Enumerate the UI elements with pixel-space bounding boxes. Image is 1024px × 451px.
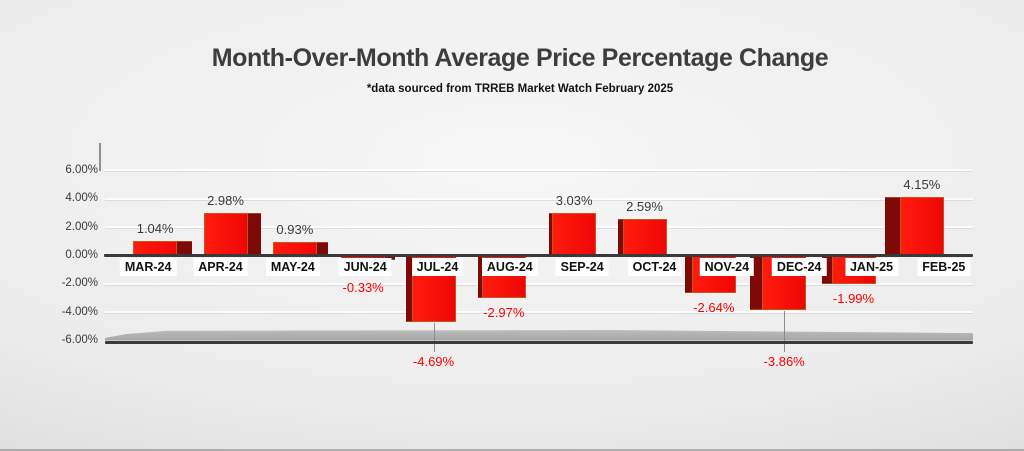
category-label-JUN-24: JUN-24 bbox=[338, 258, 392, 276]
leader-line-JUL-24 bbox=[433, 322, 435, 352]
value-label-JAN-25: -1.99% bbox=[832, 290, 875, 306]
y-axis-tick-label: 0.00% bbox=[65, 249, 98, 261]
y-axis-tick-label: -6.00% bbox=[61, 334, 98, 347]
category-label-JUL-24: JUL-24 bbox=[411, 258, 464, 276]
value-label-AUG-24: -2.97% bbox=[483, 304, 525, 320]
category-label-DEC-24: DEC-24 bbox=[771, 258, 827, 276]
y-axis-tick-label: 2.00% bbox=[65, 220, 98, 233]
value-label-SEP-24: 3.03% bbox=[555, 192, 593, 208]
value-label-APR-24: 2.98% bbox=[207, 193, 244, 209]
category-label-MAY-24: MAY-24 bbox=[265, 258, 320, 276]
bar-side-APR-24 bbox=[247, 213, 261, 256]
value-label-DEC-24: -3.86% bbox=[763, 354, 805, 369]
category-label-FEB-25: FEB-25 bbox=[917, 258, 971, 276]
bar-side-NOV-24 bbox=[684, 255, 692, 293]
category-label-OCT-24: OCT-24 bbox=[627, 258, 682, 276]
category-label-AUG-24: AUG-24 bbox=[481, 258, 538, 276]
category-label-SEP-24: SEP-24 bbox=[555, 258, 609, 276]
bar-FEB-25 bbox=[899, 196, 944, 256]
gridline bbox=[105, 311, 973, 314]
gridline bbox=[105, 226, 973, 229]
value-label-FEB-25: 4.15% bbox=[903, 176, 941, 192]
category-label-JAN-25: JAN-25 bbox=[844, 258, 899, 276]
value-label-JUN-24: -0.33% bbox=[342, 280, 384, 295]
gridline bbox=[105, 197, 973, 200]
y-axis-tick-label: 6.00% bbox=[65, 163, 98, 176]
value-label-JUL-24: -4.69% bbox=[412, 354, 455, 369]
chart-title: Month-Over-Month Average Price Percentag… bbox=[211, 44, 829, 72]
gridline bbox=[105, 282, 973, 285]
bar-APR-24 bbox=[203, 213, 248, 256]
category-label-MAR-24: MAR-24 bbox=[119, 258, 177, 276]
bar-side-FEB-25 bbox=[884, 196, 900, 256]
y-axis-tick-label: -4.00% bbox=[61, 305, 98, 318]
gridline bbox=[105, 169, 973, 172]
value-label-NOV-24: -2.64% bbox=[693, 299, 735, 315]
bar-OCT-24 bbox=[622, 218, 667, 256]
y-axis-tick-label: 4.00% bbox=[65, 192, 98, 205]
value-label-MAR-24: 1.04% bbox=[136, 220, 174, 236]
chart-header: Month-Over-Month Average Price Percentag… bbox=[30, 42, 1010, 95]
bottom-axis-line bbox=[105, 340, 973, 344]
y-axis-tick-label: -2.00% bbox=[61, 277, 98, 290]
category-label-NOV-24: NOV-24 bbox=[699, 258, 755, 276]
value-label-OCT-24: 2.59% bbox=[626, 198, 663, 214]
chart-floor bbox=[105, 330, 973, 341]
bar-SEP-24 bbox=[552, 212, 597, 256]
value-label-MAY-24: 0.93% bbox=[276, 222, 314, 238]
category-label-APR-24: APR-24 bbox=[193, 258, 248, 276]
leader-line-DEC-24 bbox=[784, 311, 786, 352]
zero-axis-line bbox=[104, 254, 973, 257]
chart-subtitle: *data sourced from TRREB Market Watch Fe… bbox=[366, 83, 674, 95]
axis-wall-edge bbox=[99, 143, 101, 171]
